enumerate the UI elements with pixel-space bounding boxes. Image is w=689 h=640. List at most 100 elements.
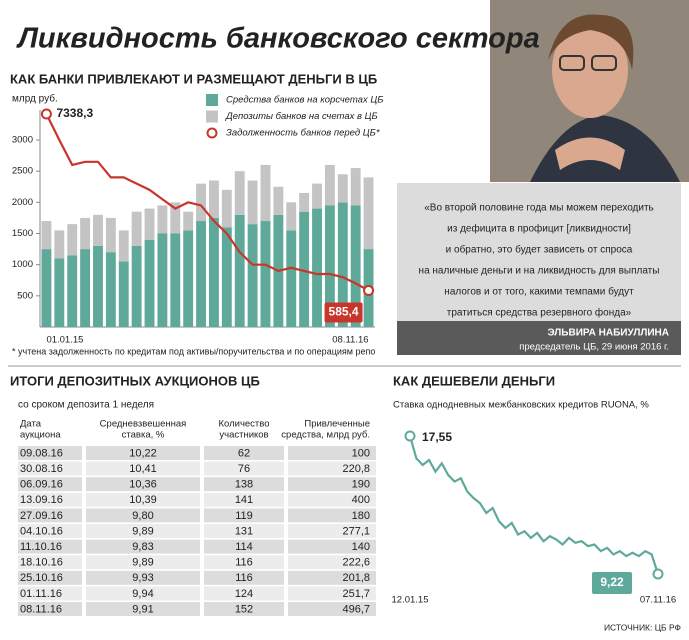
bar [118, 230, 129, 262]
bar [260, 221, 271, 327]
table-value: 9,83 [132, 541, 153, 553]
x-tick-label: 07.11.16 [640, 595, 676, 606]
table-cell [18, 602, 82, 616]
bar [196, 221, 206, 327]
table-cell [86, 586, 200, 601]
table-cell [18, 524, 82, 538]
x-tick-label: 08.11.16 [332, 335, 368, 346]
title-box [10, 14, 488, 60]
table-value: 9,94 [132, 588, 153, 600]
table-value: 277,1 [342, 525, 370, 537]
table-cell [204, 570, 284, 585]
table-cell [288, 539, 376, 554]
table-header: Средневзвешенная [100, 419, 187, 430]
bar [350, 205, 361, 327]
table-value: 08.11.16 [20, 603, 62, 615]
table-value: 222,6 [342, 557, 370, 569]
legend-label: Депозиты банков на счетах в ЦБ [225, 111, 378, 122]
legend-swatch [206, 94, 218, 106]
table-cell [288, 602, 376, 616]
table-cell [288, 555, 376, 570]
bar [80, 217, 91, 250]
table-cell [18, 461, 82, 476]
table-cell [204, 446, 284, 460]
table-value: 9,89 [132, 557, 153, 569]
chart-title: КАК ДЕШЕВЕЛИ ДЕНЬГИ [393, 373, 555, 388]
bar [324, 164, 335, 206]
bar [67, 255, 78, 327]
table-cell [288, 508, 376, 523]
table-cell [86, 524, 200, 538]
bar [105, 252, 116, 327]
value-label: 585,4 [329, 305, 359, 319]
y-tick-label: 500 [17, 290, 33, 301]
marker [40, 108, 52, 120]
table-cell [86, 602, 200, 616]
bar [118, 261, 129, 327]
table-value: 76 [238, 463, 250, 475]
table-value: 10,36 [129, 479, 157, 491]
bar [234, 214, 245, 327]
table-cell [204, 524, 284, 538]
table-cell [86, 539, 200, 554]
table-value: 400 [352, 494, 370, 506]
bar [67, 224, 78, 256]
table-value: 201,8 [342, 572, 370, 584]
bar [157, 205, 168, 234]
bar [41, 249, 52, 327]
y-tick-label: 2000 [12, 197, 33, 208]
table-title: ИТОГИ ДЕПОЗИТНЫХ АУКЦИОНОВ ЦБ [10, 373, 260, 388]
table-cell [86, 492, 200, 507]
table-value: 06.09.16 [20, 479, 63, 491]
value-label: 7338,3 [56, 106, 93, 120]
quote-line: и обратно, это будет зависеть от спроса [446, 244, 633, 256]
table-cell [18, 446, 82, 460]
y-tick-label: 3000 [12, 135, 33, 146]
table-cell [288, 492, 376, 507]
table-value: 116 [235, 557, 253, 569]
table-cell [288, 570, 376, 585]
footnote: * учтена задолженность по кредитам под а… [12, 346, 375, 356]
chart-title: КАК БАНКИ ПРИВЛЕКАЮТ И РАЗМЕЩАЮТ ДЕНЬГИ … [10, 71, 377, 86]
y-axis-label: млрд руб. [12, 93, 58, 105]
bar [105, 217, 116, 253]
table-cell [86, 477, 200, 492]
bar [286, 230, 297, 327]
bar [260, 164, 271, 222]
table-value: 9,91 [132, 603, 153, 615]
marker [652, 568, 664, 580]
bar [299, 211, 310, 327]
bar [247, 224, 258, 327]
bar [337, 174, 348, 203]
bar [183, 230, 194, 327]
bar [209, 217, 219, 327]
bar [337, 202, 348, 327]
table-header: Дата [20, 419, 42, 430]
bar [196, 183, 206, 222]
line [45, 113, 370, 292]
table-cell [18, 539, 82, 554]
table-header: ставка, % [122, 430, 165, 441]
table-value: 100 [352, 447, 370, 459]
table-cell [204, 508, 284, 523]
y-tick-label: 1000 [12, 259, 33, 270]
table-cell [86, 555, 200, 570]
marker [363, 285, 375, 297]
legend-swatch [206, 110, 218, 123]
bar [350, 168, 361, 206]
table-cell [204, 555, 284, 570]
quote-box [397, 183, 681, 355]
y-tick-label: 1500 [12, 228, 33, 239]
bar [54, 258, 65, 327]
table-value: 114 [235, 541, 253, 553]
table-value: 13.09.16 [20, 494, 63, 506]
table-value: 119 [235, 510, 253, 522]
legend-swatch [206, 127, 218, 139]
table-header: Привлеченные [304, 419, 370, 430]
table-value: 496,7 [342, 603, 370, 615]
table-header: Количество [218, 419, 269, 430]
table-value: 116 [235, 572, 253, 584]
bar [93, 214, 103, 246]
table-value: 9,89 [132, 525, 153, 537]
bar [93, 245, 103, 327]
